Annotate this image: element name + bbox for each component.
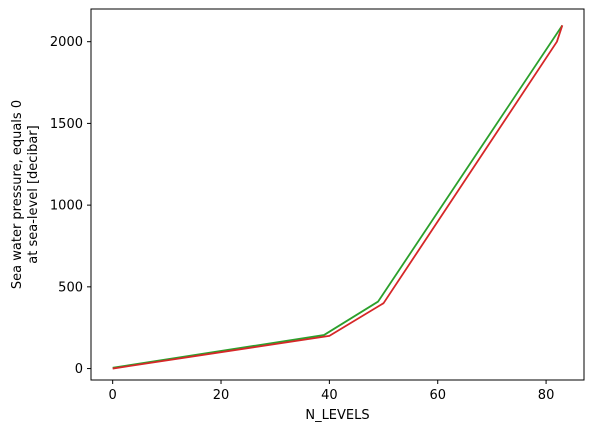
x-axis-ticks: 0 20 40 60 80 <box>109 380 555 403</box>
y-tick-label: 500 <box>58 280 83 295</box>
series-line-1 <box>112 24 564 369</box>
plot-frame <box>90 8 585 381</box>
y-axis-label: Sea water pressure, equals 0 at sea-leve… <box>10 100 41 289</box>
x-tick-label: 80 <box>538 388 555 403</box>
series-line-2 <box>112 25 564 370</box>
series-layer <box>112 24 564 370</box>
y-tick-label: 2000 <box>50 35 83 50</box>
y-tick-label: 0 <box>75 362 83 377</box>
y-axis-ticks: 0 500 1000 1500 2000 <box>50 35 91 377</box>
x-axis-label: N_LEVELS <box>305 408 369 423</box>
x-tick-label: 0 <box>109 388 117 403</box>
y-axis-label-line-1: Sea water pressure, equals 0 <box>10 100 25 289</box>
x-tick-label: 60 <box>429 388 446 403</box>
y-tick-label: 1000 <box>50 199 83 214</box>
y-tick-label: 1500 <box>50 117 83 132</box>
x-tick-label: 20 <box>213 388 230 403</box>
x-tick-label: 40 <box>321 388 338 403</box>
y-axis-label-line-2: at sea-level [decibar] <box>26 125 41 263</box>
